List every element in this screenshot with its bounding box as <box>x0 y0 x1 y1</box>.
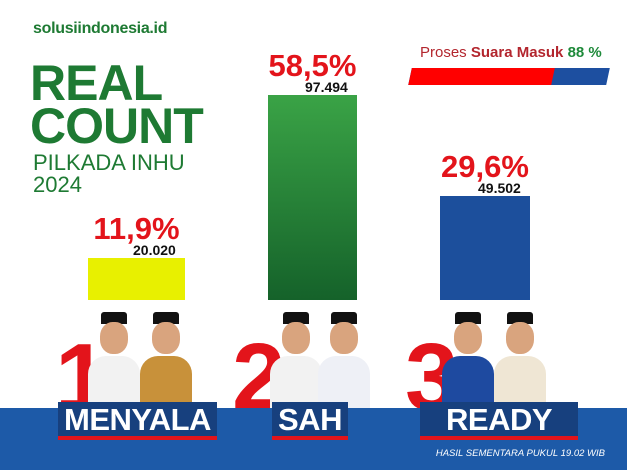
page-title: REAL COUNT <box>30 55 204 154</box>
progress-percent: 88 % <box>567 44 602 61</box>
slogan-1: MENYALA <box>58 402 217 440</box>
subtitle-line-1: PILKADA INHU <box>33 150 185 175</box>
subtitle-line-2: 2024 <box>33 172 82 197</box>
value-label-1: 20.020 <box>133 241 176 258</box>
site-logo: solusiindonesia.id <box>33 20 168 37</box>
candidate-photo <box>442 312 494 408</box>
candidate-photo <box>494 312 546 408</box>
progress-label: Proses Suara Masuk 88 % <box>420 44 602 61</box>
candidate-photo <box>318 312 370 408</box>
footer-note: HASIL SEMENTARA PUKUL 19.02 WIB <box>435 448 605 459</box>
percent-label-3: 29,6% <box>441 148 529 184</box>
value-label-2: 97.494 <box>305 79 348 95</box>
value-label-3: 49.502 <box>478 179 521 196</box>
title-line-1: REAL <box>30 55 163 111</box>
progress-prefix: Proses <box>420 44 467 61</box>
bar-3 <box>440 195 530 300</box>
percent-label-2: 58,5% <box>268 48 357 83</box>
candidate-photo <box>140 312 192 408</box>
candidate-photo <box>270 312 322 408</box>
progress-bold: Suara Masuk <box>470 44 564 61</box>
percent-label-1: 11,9% <box>93 210 180 246</box>
title-line-2: COUNT <box>30 98 204 154</box>
slogan-3: READY <box>420 402 579 440</box>
progress-fill <box>408 68 555 85</box>
candidate-photo <box>88 312 140 408</box>
progress-bar <box>408 68 610 85</box>
bar-1 <box>88 257 185 300</box>
slogan-2: SAH <box>272 402 348 440</box>
page-subtitle: PILKADA INHU 2024 <box>33 152 185 196</box>
bar-2 <box>268 95 357 300</box>
